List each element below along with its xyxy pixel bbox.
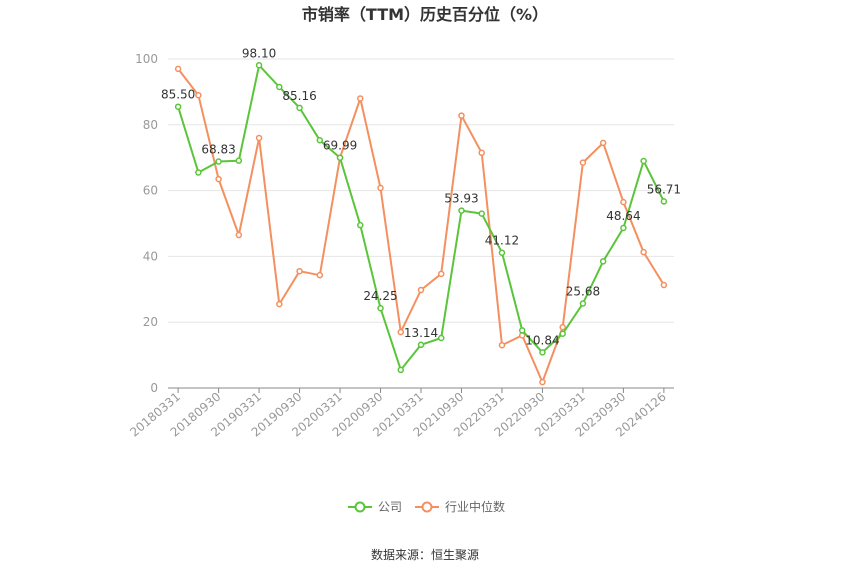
y-tick-label: 100 — [135, 52, 158, 66]
data-label: 98.10 — [242, 46, 276, 60]
data-point — [215, 175, 222, 183]
data-point — [195, 91, 202, 99]
data-labels: 85.50 68.83 98.10 85.16 69.99 24.25 13.14 53.93… — [161, 46, 681, 347]
data-label: 24.25 — [363, 289, 397, 303]
data-label: 85.16 — [282, 89, 316, 103]
data-label: 69.99 — [323, 139, 357, 153]
data-point — [599, 258, 607, 265]
data-label: 13.14 — [404, 326, 438, 340]
y-tick-label: 20 — [143, 315, 158, 329]
data-point — [599, 139, 607, 147]
data-point — [276, 83, 283, 91]
data-point — [336, 154, 344, 161]
data-point — [640, 157, 647, 165]
data-point — [255, 134, 263, 142]
data-point — [620, 198, 627, 206]
series-group — [174, 62, 668, 386]
data-point — [437, 270, 445, 278]
data-label: 68.83 — [201, 143, 235, 157]
data-point — [377, 184, 384, 192]
data-point — [316, 271, 324, 279]
series-line — [177, 64, 665, 371]
legend-label-company: 公司 — [378, 500, 402, 514]
y-tick-label: 40 — [143, 249, 158, 263]
data-point — [296, 104, 303, 112]
data-point — [640, 248, 647, 256]
data-point — [458, 207, 465, 214]
data-point — [397, 366, 405, 374]
data-point — [498, 341, 506, 349]
legend-marker-industry — [421, 501, 433, 513]
data-point — [539, 378, 546, 386]
data-point — [417, 286, 425, 294]
data-point — [660, 198, 668, 205]
data-point — [316, 137, 324, 144]
y-tick-label: 80 — [143, 118, 158, 132]
data-point — [357, 95, 364, 102]
data-point — [397, 328, 405, 336]
data-point — [478, 149, 485, 157]
data-point — [276, 300, 283, 308]
data-point — [195, 169, 202, 176]
data-point — [559, 330, 566, 337]
data-point — [174, 103, 182, 110]
legend-marker-company — [354, 501, 366, 513]
legend-item-company[interactable]: 公司 — [348, 500, 402, 514]
data-point — [478, 210, 485, 217]
data-label: 48.64 — [606, 209, 640, 223]
data-point — [377, 304, 384, 312]
data-point — [579, 300, 587, 307]
data-label: 25.68 — [566, 285, 600, 299]
data-point — [539, 349, 546, 356]
data-label: 53.93 — [444, 192, 478, 206]
data-point — [579, 159, 587, 166]
data-point — [559, 323, 566, 331]
data-point — [437, 334, 445, 342]
data-point — [255, 62, 263, 69]
data-label: 85.50 — [161, 88, 195, 102]
data-point — [215, 158, 222, 165]
data-point — [660, 281, 668, 289]
legend-label-industry: 行业中位数 — [445, 499, 505, 514]
source-note: 数据来源：恒生聚源 — [371, 547, 479, 562]
y-tick-label: 0 — [150, 381, 158, 395]
data-label: 10.84 — [525, 333, 559, 347]
data-point — [235, 157, 243, 164]
data-point — [518, 327, 526, 334]
chart-title: 市销率（TTM）历史百分位（%） — [302, 5, 548, 24]
data-point — [458, 112, 465, 119]
data-label: 56.71 — [647, 182, 681, 196]
data-point — [357, 221, 364, 229]
x-axis: 2018033120180930201903312019093020200331… — [127, 387, 674, 440]
legend-item-industry[interactable]: 行业中位数 — [415, 499, 505, 514]
data-point — [620, 224, 627, 232]
data-point — [174, 65, 182, 73]
data-point — [498, 249, 506, 256]
data-point — [296, 267, 303, 275]
grid — [168, 58, 674, 323]
legend[interactable]: 公司 行业中位数 — [348, 499, 505, 514]
data-label: 41.12 — [485, 234, 519, 248]
data-point — [417, 341, 425, 349]
y-tick-label: 60 — [143, 184, 158, 198]
data-point — [235, 231, 243, 239]
y-axis: 0 20 40 60 80 100 — [135, 52, 158, 395]
